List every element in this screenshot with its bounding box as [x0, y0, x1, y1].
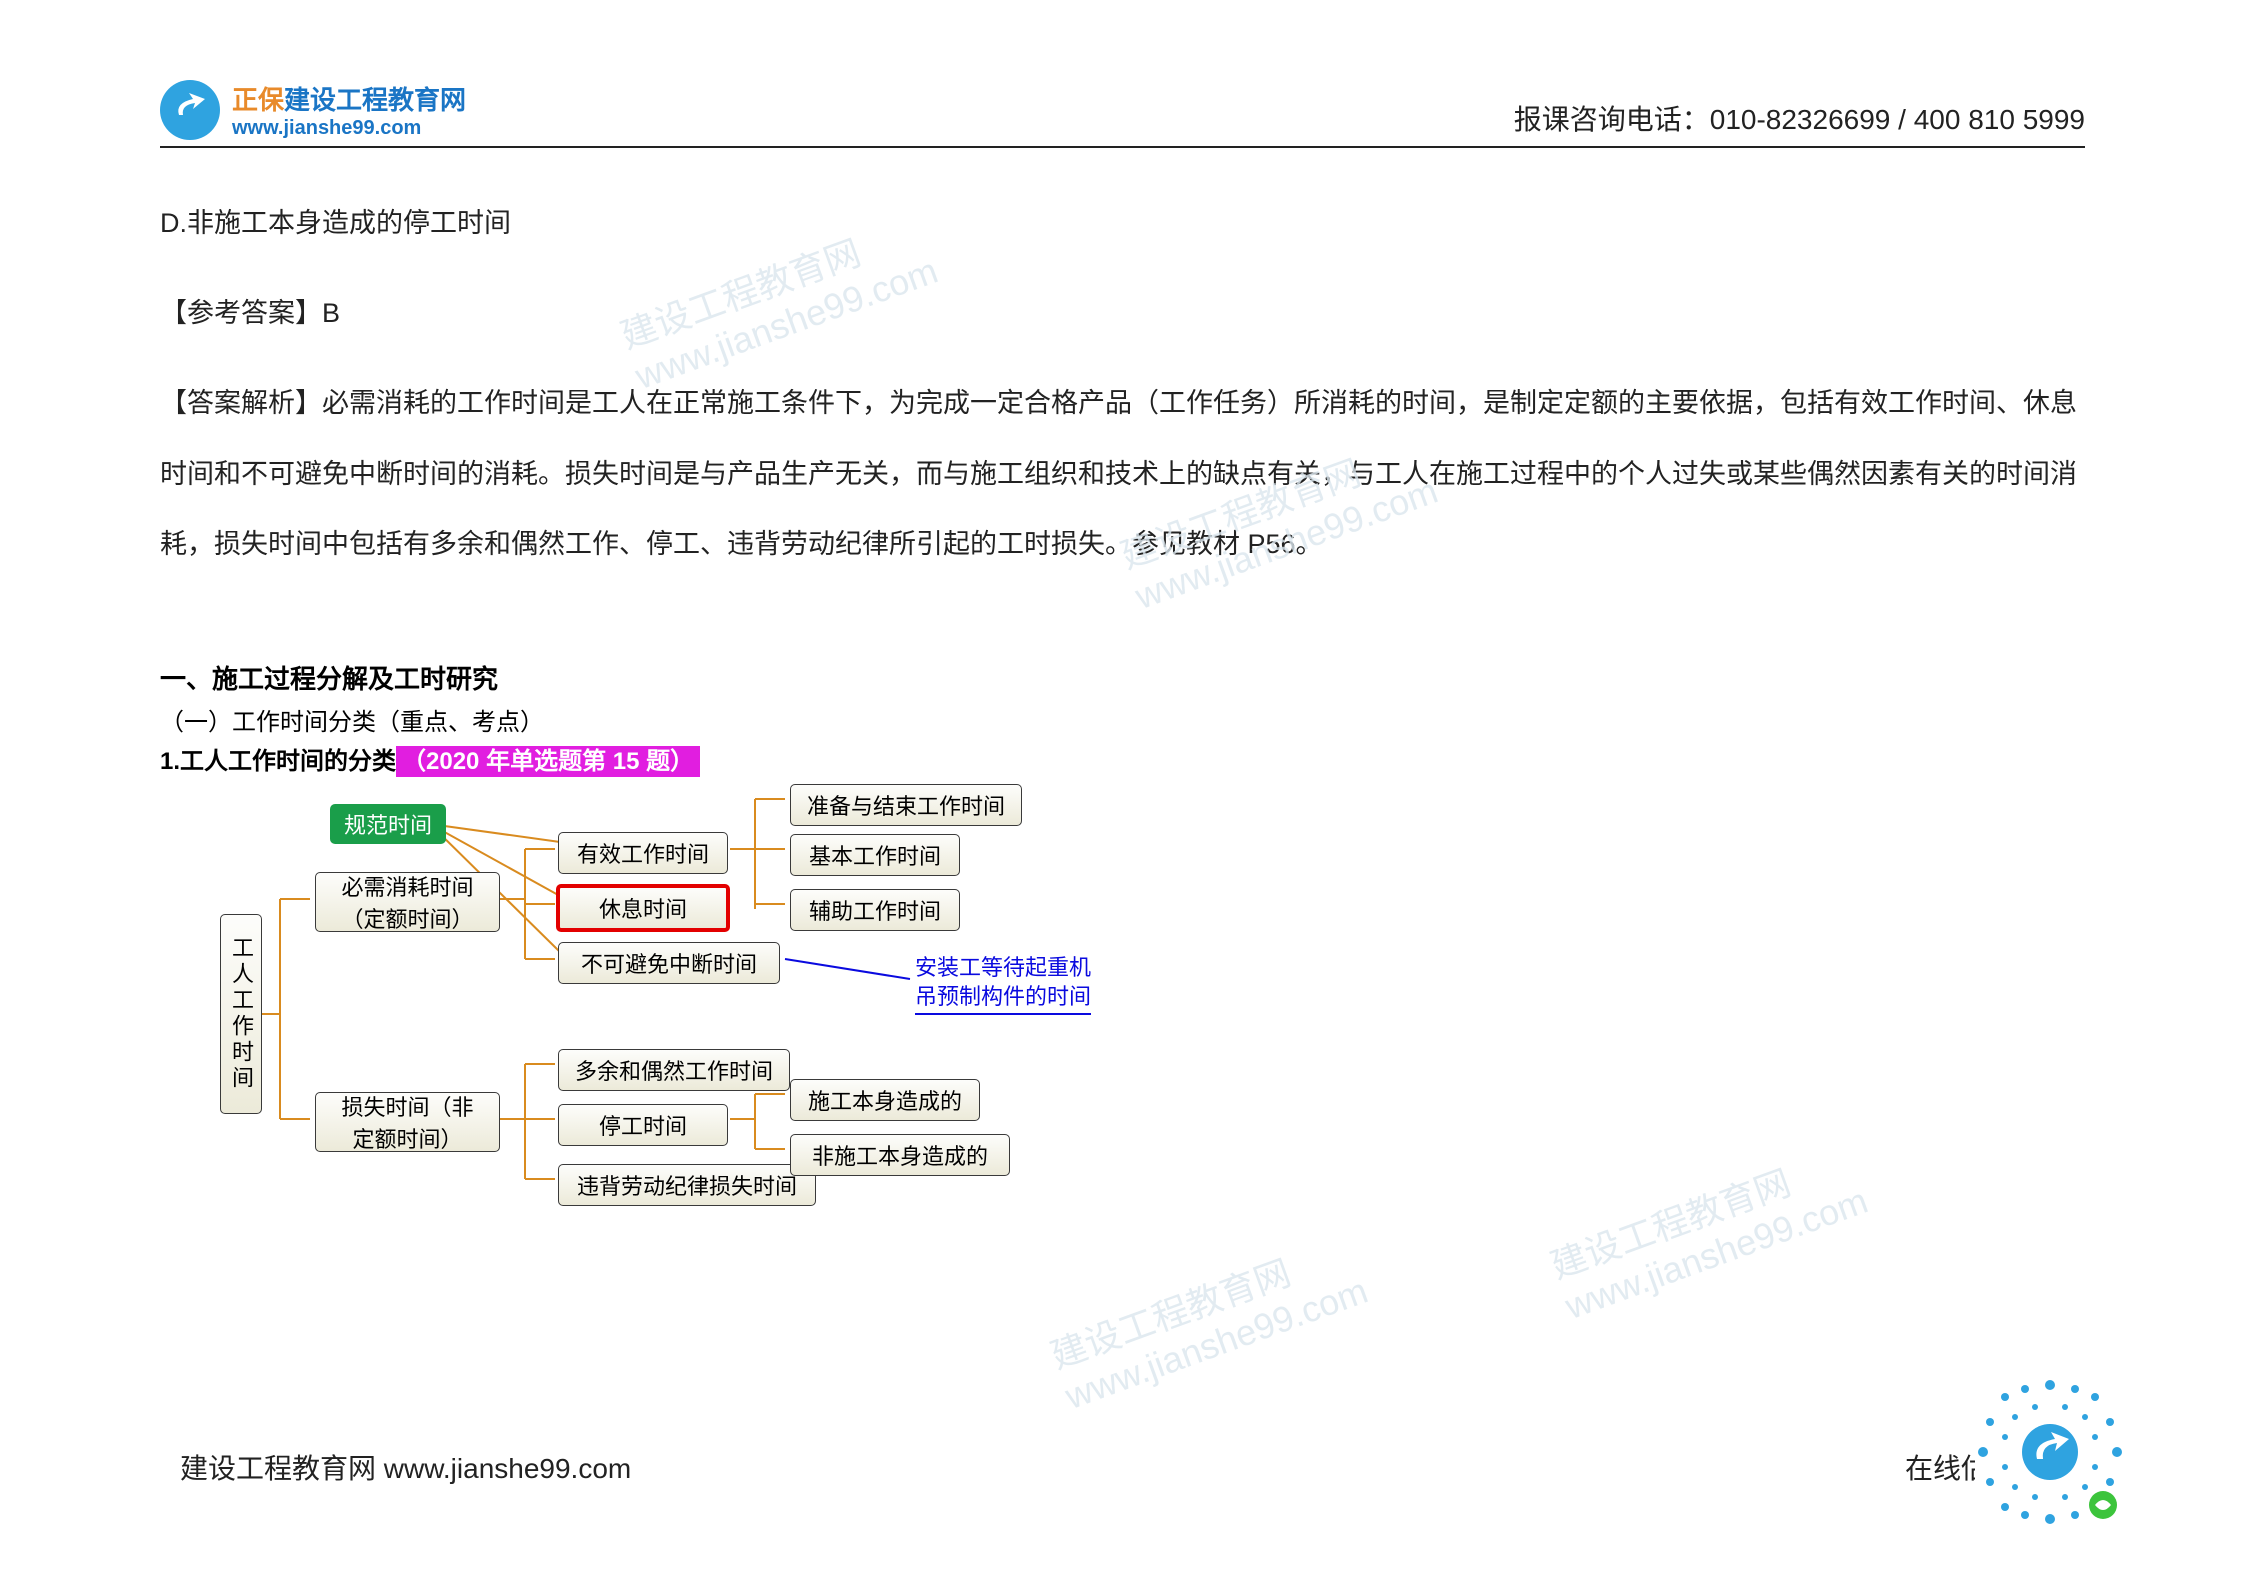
node-stop-nonself: 非施工本身造成的: [790, 1134, 1010, 1176]
node-root: 工人工作时间: [220, 914, 262, 1114]
node-rest: 休息时间: [556, 884, 730, 932]
logo-title-orange: 正保: [232, 85, 284, 115]
watermark: 建设工程教育网 www.jianshe99.com: [1045, 1228, 1374, 1418]
footer-left-text: 建设工程教育网 www.jianshe99.com: [180, 1447, 631, 1487]
node-aux: 辅助工作时间: [790, 889, 960, 931]
node-spec-time: 规范时间: [330, 804, 446, 844]
option-d-text: D.非施工本身造成的停工时间: [160, 188, 2085, 258]
logo-title-blue: 建设工程教育网: [284, 85, 466, 115]
qr-code-icon: [1975, 1377, 2125, 1527]
watermark: 建设工程教育网 www.jianshe99.com: [1545, 1138, 1874, 1328]
page-header: 正保建设工程教育网 www.jianshe99.com 报课咨询电话：010-8…: [160, 80, 2085, 148]
hotline-text: 报课咨询电话：010-82326699 / 400 810 5999: [1514, 98, 2085, 140]
watermark-text: 建设工程教育网: [1045, 1252, 1296, 1377]
logo-title: 正保建设工程教育网: [232, 80, 466, 117]
node-discipline: 违背劳动纪律损失时间: [558, 1164, 816, 1206]
node-loss-time: 损失时间（非 定额时间）: [315, 1092, 500, 1152]
node-unavoidable: 不可避免中断时间: [558, 942, 780, 984]
node-basic: 基本工作时间: [790, 834, 960, 876]
section-sub1: （一）工作时间分类（重点、考点）: [160, 702, 2085, 737]
section-heading: 一、施工过程分解及工时研究: [160, 659, 2085, 696]
node-loss-l2: 定额时间）: [352, 1122, 462, 1154]
page-footer: 建设工程教育网 www.jianshe99.com 在线估分：: [180, 1447, 2045, 1487]
logo-icon: [160, 80, 220, 140]
section-sub2-highlight: （2020 年单选题第 15 题）: [396, 746, 700, 777]
node-redundant: 多余和偶然工作时间: [558, 1049, 790, 1091]
logo-url: www.jianshe99.com: [232, 117, 466, 140]
logo-text: 正保建设工程教育网 www.jianshe99.com: [232, 80, 466, 140]
node-prep-end: 准备与结束工作时间: [790, 784, 1022, 826]
watermark-url: www.jianshe99.com: [1060, 1270, 1373, 1417]
node-required-l1: 必需消耗时间: [341, 870, 473, 902]
analysis-text: 【答案解析】必需消耗的工作时间是工人在正常施工条件下，为完成一定合格产品（工作任…: [160, 368, 2085, 579]
diagram-callout: 安装工等待起重机 吊预制构件的时间: [915, 954, 1091, 1015]
node-required-time: 必需消耗时间 （定额时间）: [315, 872, 500, 932]
node-stop: 停工时间: [558, 1104, 728, 1146]
node-loss-l1: 损失时间（非: [341, 1090, 473, 1122]
callout-l1: 安装工等待起重机: [915, 955, 1091, 980]
watermark-text: 建设工程教育网: [1545, 1162, 1796, 1287]
node-required-l2: （定额时间）: [341, 902, 473, 934]
section-sub2-bold: 1.工人工作时间的分类: [160, 748, 396, 775]
node-stop-self: 施工本身造成的: [790, 1079, 980, 1121]
answer-label: 【参考答案】B: [160, 278, 2085, 348]
callout-l2: 吊预制构件的时间: [915, 984, 1091, 1009]
time-classification-diagram: 工人工作时间 规范时间 必需消耗时间 （定额时间） 损失时间（非 定额时间） 有…: [220, 784, 1240, 1244]
watermark-url: www.jianshe99.com: [1560, 1180, 1873, 1327]
logo-block: 正保建设工程教育网 www.jianshe99.com: [160, 80, 466, 140]
section-sub2: 1.工人工作时间的分类（2020 年单选题第 15 题）: [160, 741, 2085, 776]
node-effective: 有效工作时间: [558, 832, 728, 874]
